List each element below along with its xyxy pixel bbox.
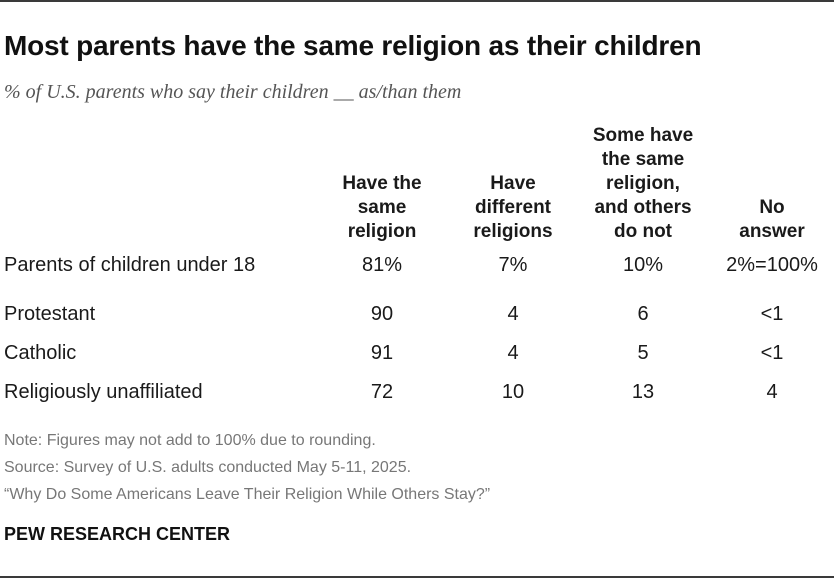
- table-cell: 2%=100%: [726, 254, 818, 276]
- column-header-4: No answer: [717, 196, 827, 244]
- column-header-1: Have the same religion: [317, 172, 447, 244]
- row-label: Parents of children under 18: [4, 254, 256, 276]
- table-cell: <1: [760, 303, 784, 325]
- source-text: Source: Survey of U.S. adults conducted …: [4, 459, 412, 476]
- column-header-line: religion,: [606, 173, 680, 194]
- column-header-2: Have different religions: [448, 172, 578, 244]
- table-cell: 10: [501, 381, 525, 403]
- table-cell: 81%: [361, 254, 403, 276]
- chart-title: Most parents have the same religion as t…: [4, 30, 702, 61]
- column-header-line: religion: [347, 221, 417, 242]
- column-header-line: religions: [473, 221, 553, 242]
- table-cell: 4: [507, 303, 519, 325]
- row-label: Catholic: [4, 342, 77, 364]
- chart-subtitle: % of U.S. parents who say their children…: [4, 81, 462, 103]
- org-name: PEW RESEARCH CENTER: [4, 524, 231, 544]
- report-title: “Why Do Some Americans Leave Their Relig…: [4, 486, 491, 503]
- table-cell: 6: [637, 303, 649, 325]
- table-cell: <1: [760, 342, 784, 364]
- table-cell: 7%: [498, 254, 528, 276]
- row-label: Protestant: [4, 303, 96, 325]
- column-header-line: answer: [739, 221, 805, 242]
- table-cell: 72: [370, 381, 394, 403]
- column-header-line: different: [475, 197, 551, 218]
- column-header-line: Have: [490, 173, 536, 194]
- row-label: Religiously unaffiliated: [4, 381, 203, 403]
- table-cell: 10%: [622, 254, 664, 276]
- table-cell: 4: [507, 342, 519, 364]
- column-header-line: the same: [601, 149, 685, 170]
- column-header-line: same: [357, 197, 407, 218]
- column-header-line: No: [759, 197, 785, 218]
- column-header-line: Have the: [342, 173, 422, 194]
- table-cell: 5: [637, 342, 649, 364]
- bottom-rule: [0, 576, 834, 578]
- table-cell: 13: [631, 381, 655, 403]
- column-header-line: do not: [613, 221, 673, 242]
- column-header-line: and others: [594, 197, 692, 218]
- top-rule: [0, 0, 834, 2]
- column-header-line: Some have: [592, 125, 694, 146]
- column-header-3: Some have the same religion, and others do n…: [573, 124, 713, 244]
- table-cell: 90: [370, 303, 394, 325]
- table-cell: 4: [766, 381, 778, 403]
- table-cell: 91: [370, 342, 394, 364]
- note-text: Note: Figures may not add to 100% due to…: [4, 432, 376, 449]
